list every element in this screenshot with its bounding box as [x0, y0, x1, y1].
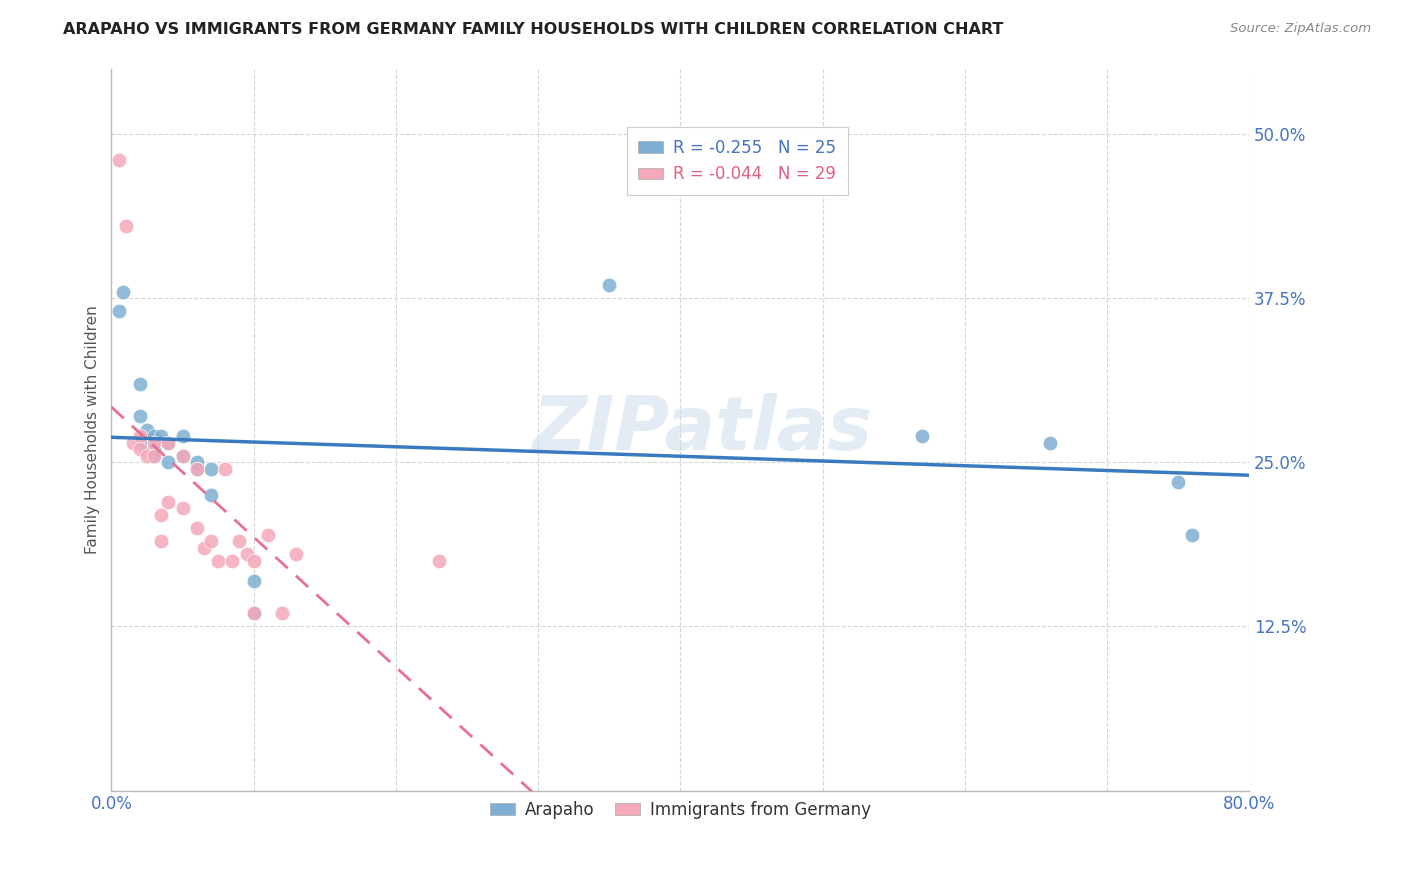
Point	[200, 462, 222, 476]
Text: ARAPAHO VS IMMIGRANTS FROM GERMANY FAMILY HOUSEHOLDS WITH CHILDREN CORRELATION C: ARAPAHO VS IMMIGRANTS FROM GERMANY FAMIL…	[63, 22, 1004, 37]
Point	[128, 442, 150, 457]
Point	[157, 455, 180, 469]
Point	[207, 554, 229, 568]
Point	[257, 527, 280, 541]
Point	[242, 607, 264, 621]
Point	[143, 449, 166, 463]
Point	[111, 285, 134, 299]
Point	[186, 462, 208, 476]
Point	[143, 449, 166, 463]
Point	[1181, 527, 1204, 541]
Point	[121, 435, 143, 450]
Point	[172, 429, 194, 443]
Point	[1167, 475, 1189, 489]
Point	[150, 534, 173, 549]
Point	[221, 554, 243, 568]
Text: ZIPatlas: ZIPatlas	[533, 393, 873, 466]
Point	[143, 429, 166, 443]
Point	[128, 435, 150, 450]
Text: Source: ZipAtlas.com: Source: ZipAtlas.com	[1230, 22, 1371, 36]
Point	[271, 607, 294, 621]
Point	[128, 409, 150, 424]
Point	[242, 574, 264, 588]
Point	[200, 488, 222, 502]
Point	[598, 278, 620, 293]
Point	[172, 449, 194, 463]
Point	[242, 554, 264, 568]
Point	[427, 554, 450, 568]
Point	[235, 547, 257, 561]
Point	[150, 429, 173, 443]
Point	[200, 534, 222, 549]
Point	[285, 547, 308, 561]
Point	[136, 449, 159, 463]
Point	[1039, 435, 1062, 450]
Y-axis label: Family Households with Children: Family Households with Children	[86, 305, 100, 554]
Point	[186, 462, 208, 476]
Point	[128, 376, 150, 391]
Point	[150, 508, 173, 522]
Point	[143, 435, 166, 450]
Point	[107, 304, 129, 318]
Point	[193, 541, 215, 555]
Point	[228, 534, 250, 549]
Point	[136, 423, 159, 437]
Legend: Arapaho, Immigrants from Germany: Arapaho, Immigrants from Germany	[484, 794, 877, 826]
Point	[214, 462, 236, 476]
Point	[242, 607, 264, 621]
Point	[172, 449, 194, 463]
Point	[107, 153, 129, 168]
Point	[157, 435, 180, 450]
Point	[157, 495, 180, 509]
Point	[911, 429, 934, 443]
Point	[128, 429, 150, 443]
Point	[186, 521, 208, 535]
Point	[143, 442, 166, 457]
Point	[172, 501, 194, 516]
Point	[186, 455, 208, 469]
Point	[157, 435, 180, 450]
Point	[114, 219, 136, 233]
